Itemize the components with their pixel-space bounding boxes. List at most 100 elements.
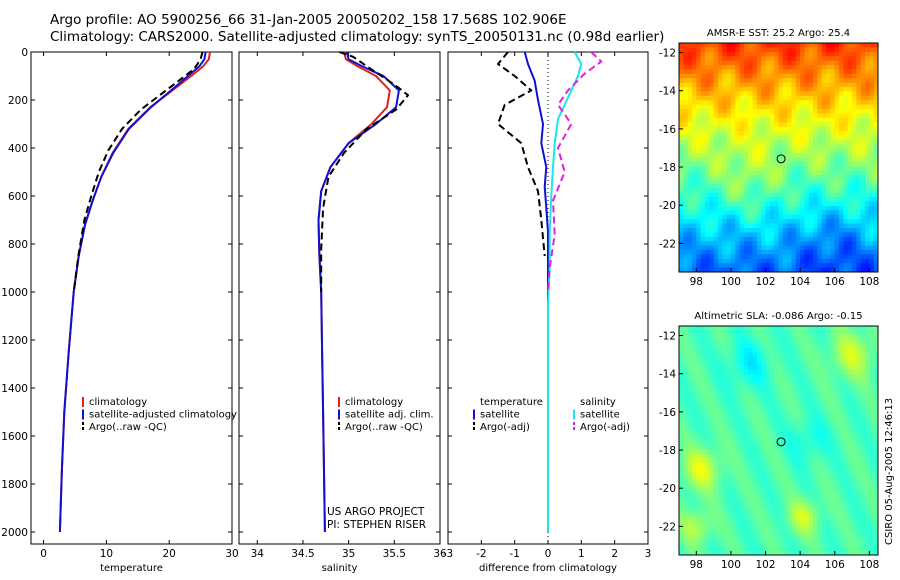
sla_map-cell <box>817 444 823 450</box>
sla_map-cell <box>713 440 719 446</box>
sla_map-cell <box>869 484 875 490</box>
sst_map-cell <box>700 249 706 255</box>
sst_map-cell <box>873 197 879 202</box>
sst_map-cell <box>687 131 693 136</box>
sla_map-cell <box>683 475 689 481</box>
sla_map-cell <box>709 400 715 406</box>
sla_map-cell <box>774 484 779 490</box>
sst_map-cell <box>817 153 823 158</box>
sst_map-cell <box>817 78 823 84</box>
sla_map-cell <box>852 343 857 349</box>
sst_map-cell <box>782 113 788 119</box>
sst_map-cell <box>869 82 875 88</box>
sla_map-cell <box>847 326 853 331</box>
sst_map-cell <box>808 47 814 53</box>
sla_map-cell <box>713 431 719 437</box>
sst_map-cell <box>735 87 740 92</box>
sla_map-cell <box>691 532 697 538</box>
sst_map-cell <box>752 249 758 255</box>
sst_map-cell <box>847 201 853 207</box>
sla_map-cell <box>808 493 814 499</box>
sla_map-cell <box>830 343 836 349</box>
sst_map-cell <box>869 65 875 70</box>
sla_map-cell <box>704 524 710 529</box>
sst_map-cell <box>826 192 831 198</box>
sla_map-cell <box>704 330 710 336</box>
sla_map-cell <box>852 471 857 477</box>
sst_map-cell <box>865 249 870 255</box>
sla_map-cell <box>691 326 697 331</box>
sst_map-cell <box>704 87 710 92</box>
sla_map-cell <box>722 541 727 547</box>
sla_map-cell <box>748 484 753 490</box>
sst_map-cell <box>860 223 866 229</box>
sst_map-cell <box>852 232 857 238</box>
sst_map-cell <box>821 267 827 273</box>
sst_map-cell <box>847 232 853 238</box>
sla_map-cell <box>826 519 831 525</box>
sst_map-cell <box>722 219 727 224</box>
sla_map-cell <box>800 326 805 331</box>
sla_map-cell <box>804 458 810 463</box>
sst_map-cell <box>730 236 736 242</box>
sla_map-cell <box>808 387 814 393</box>
sla_map-cell <box>821 387 827 393</box>
sla_map-cell <box>756 471 762 477</box>
sst_map-cell <box>821 258 827 264</box>
sst_map-cell <box>748 139 753 145</box>
sla_map-cell <box>821 431 827 437</box>
sla_map-cell <box>817 480 823 485</box>
sst_map-cell <box>804 51 810 57</box>
sst_map-cell <box>856 153 862 158</box>
sst_map-cell <box>800 78 805 84</box>
sla_map-cell <box>839 440 844 446</box>
sla_map-cell <box>679 436 684 441</box>
sst_map-cell <box>700 95 706 101</box>
sst_map-cell <box>709 69 715 75</box>
sla_map-cell <box>856 422 862 428</box>
sla_map-cell <box>761 458 766 463</box>
sla_map-cell <box>713 453 719 459</box>
sla_map-cell <box>821 475 827 481</box>
sst_map-cell <box>787 214 792 220</box>
sst_map-cell <box>713 60 719 66</box>
sst_map-cell <box>834 166 840 172</box>
sla_map-cell <box>752 400 758 406</box>
sla_map-cell <box>843 431 849 437</box>
sst_map-cell <box>791 236 797 242</box>
sla_map-cell <box>782 365 788 371</box>
sla_map-cell <box>787 440 792 446</box>
sla_map-cell <box>679 493 684 499</box>
sla_map-cell <box>852 458 857 463</box>
sst_map-cell <box>752 47 758 53</box>
sst_map-cell <box>756 249 762 255</box>
sst_map-cell <box>834 148 840 154</box>
sst_map-cell <box>756 91 762 97</box>
sst_map-cell <box>743 201 749 207</box>
sla_map-cell <box>691 365 697 371</box>
sla_map-cell <box>856 462 862 468</box>
sla_map-cell <box>713 541 719 547</box>
sst_map-cell <box>717 122 723 128</box>
sst_map-cell <box>821 157 827 163</box>
sla_map-cell <box>761 524 766 529</box>
sst_map-cell <box>865 113 870 119</box>
sla_map-cell <box>800 493 805 499</box>
sst_map-cell <box>683 131 689 136</box>
sla_map-cell <box>700 334 706 340</box>
sla_map-cell <box>709 374 715 380</box>
sla_map-cell <box>856 484 862 490</box>
sst_map-cell <box>726 95 732 101</box>
sla_map-cell <box>769 519 775 525</box>
sla_map-cell <box>860 506 866 512</box>
sst_map-cell <box>743 104 749 110</box>
sla_map-cell <box>735 493 740 499</box>
sst_map-cell <box>856 267 862 273</box>
sst_map-cell <box>782 78 788 84</box>
sst_map-cell <box>873 135 879 141</box>
sla_map-cell <box>769 361 775 367</box>
sla_map-cell <box>709 449 715 455</box>
sst_map-cell <box>817 219 823 224</box>
sla_map-cell <box>873 541 879 547</box>
sst_map-cell <box>778 210 784 216</box>
